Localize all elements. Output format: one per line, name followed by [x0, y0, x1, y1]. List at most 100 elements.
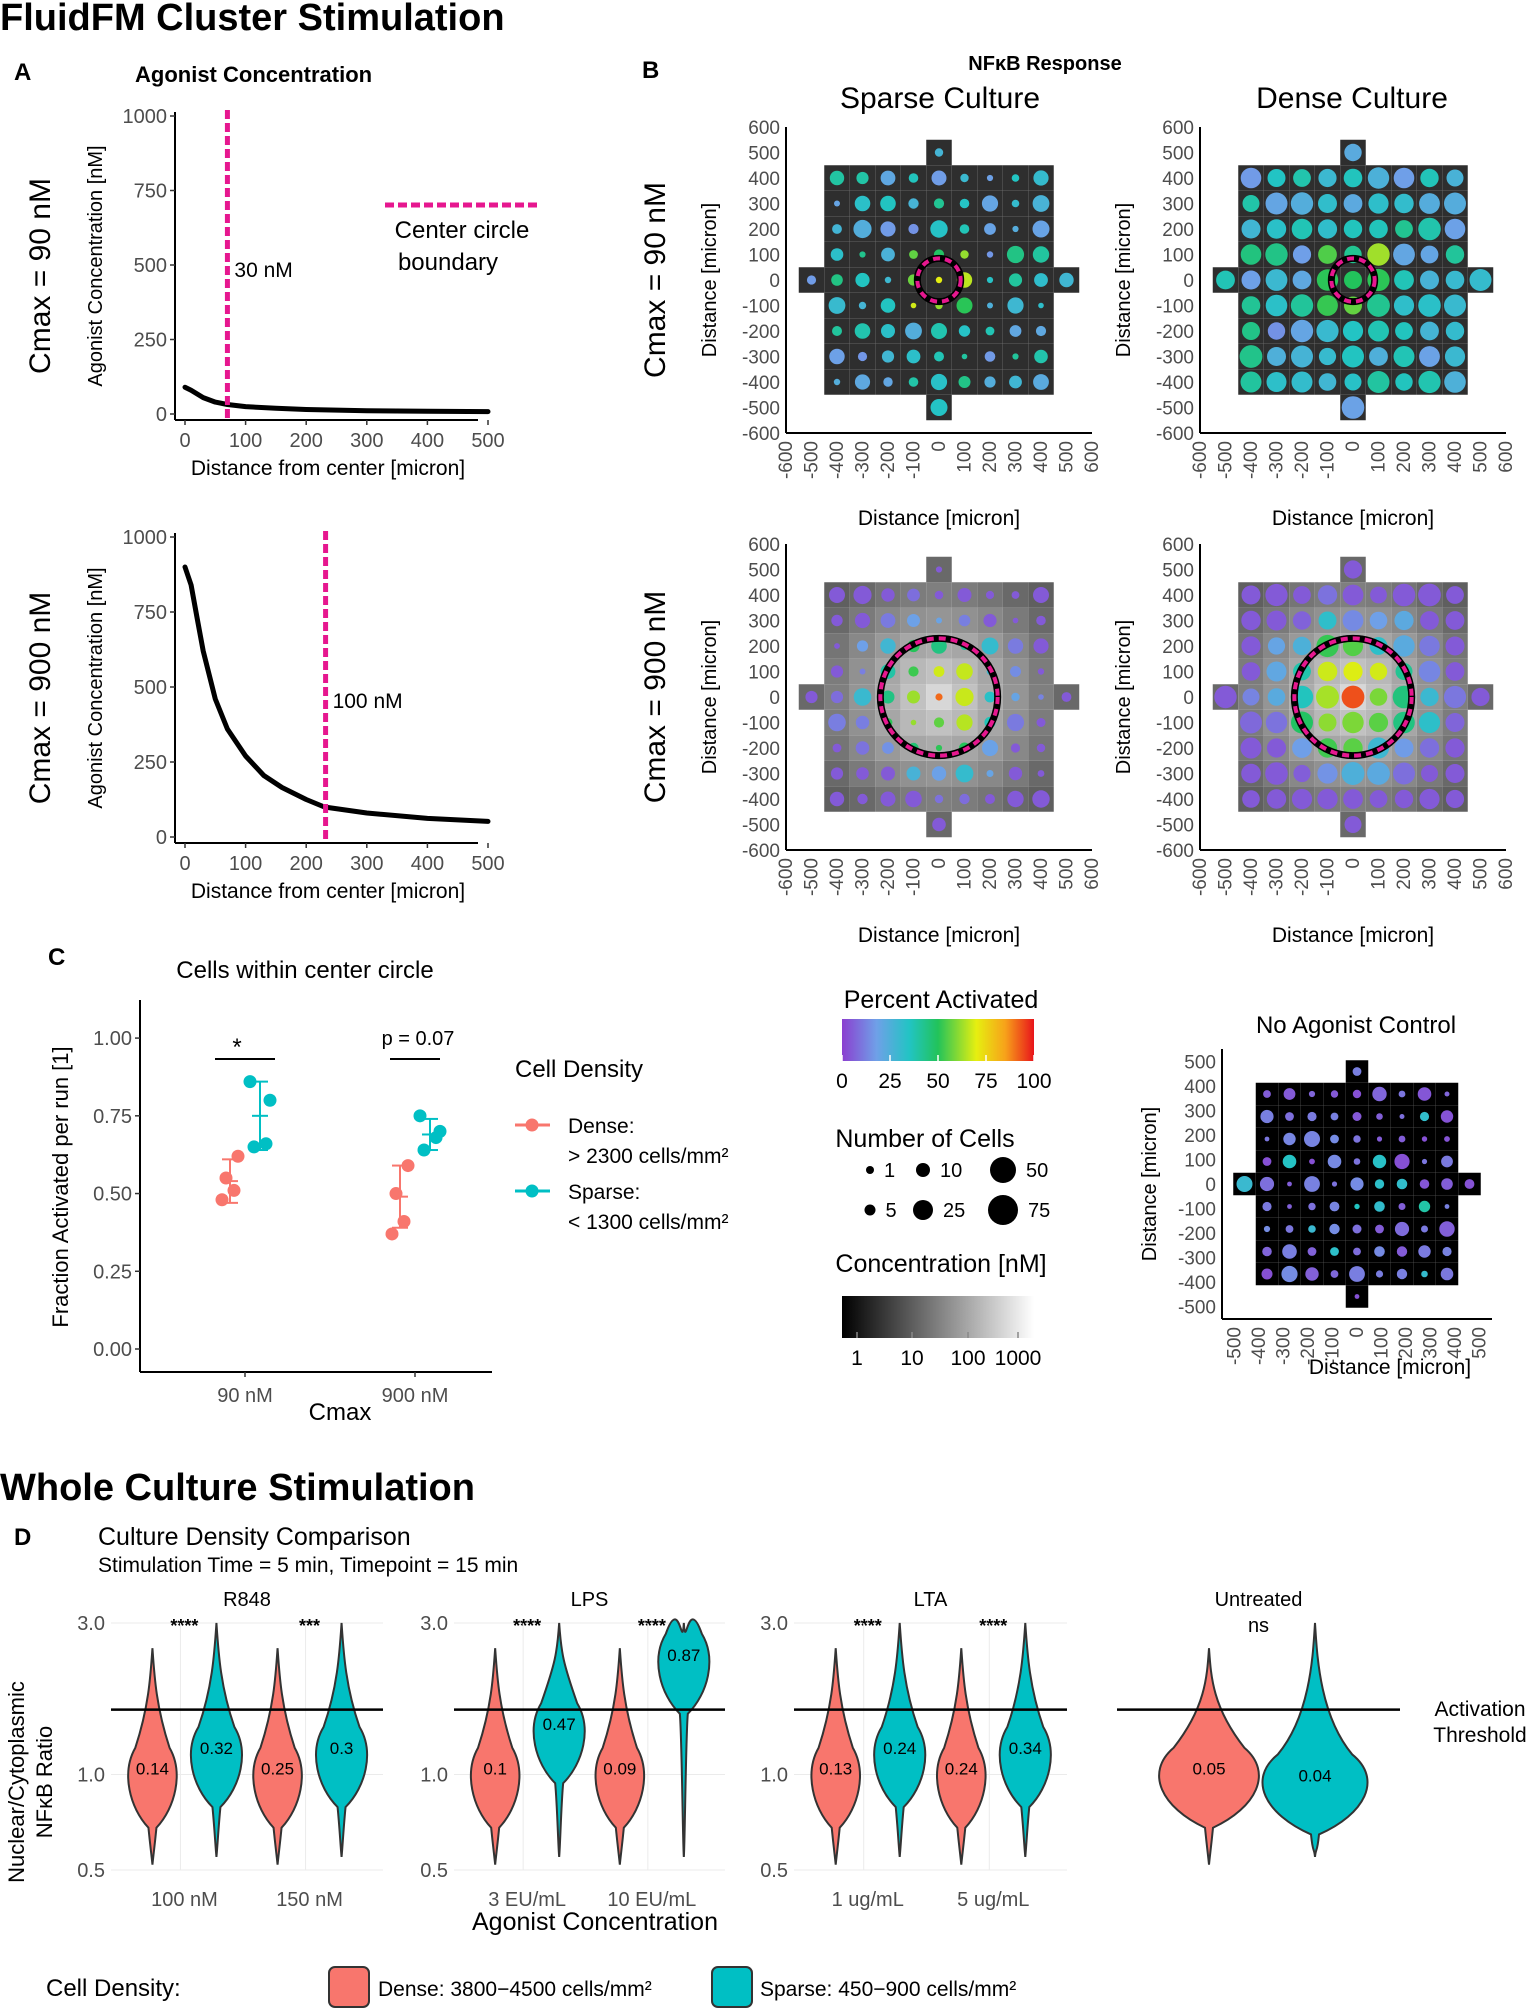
- panel-a-x-tick-label: 500: [471, 853, 504, 875]
- panel-a-y-tick-label: 750: [134, 181, 167, 203]
- percent-activated-legend: Percent Activated: [842, 986, 1038, 1061]
- sparse-fraction-label: 0.24: [883, 1739, 916, 1758]
- map-y-tick-label: -500: [1156, 399, 1194, 420]
- map-cell-point: [1292, 245, 1312, 264]
- map-cell-point: [882, 742, 894, 754]
- map-cell-point: [933, 666, 945, 677]
- map-cell-point: [1440, 1110, 1454, 1123]
- map-cell-point: [1241, 636, 1261, 656]
- percent-tick-label: 100: [1016, 1070, 1051, 1093]
- map-cell-point: [958, 376, 971, 388]
- map-x-tick-label: 0: [929, 441, 950, 452]
- panel-c-y-label: Fraction Activated per run [1]: [48, 1046, 73, 1327]
- map-cell-point: [1331, 1181, 1338, 1187]
- map-cell-point: [1262, 1246, 1272, 1257]
- panel-a-letter: A: [14, 59, 31, 86]
- map-y-tick-label: -300: [742, 348, 780, 369]
- violin-sig-label: ****: [513, 1616, 541, 1636]
- violin-sparse: [657, 1618, 711, 1857]
- conc-legend-title: Concentration [nM]: [835, 1250, 1046, 1278]
- map-cell-point: [831, 614, 843, 627]
- map-cell-point: [856, 640, 869, 652]
- legend-marker: [525, 1184, 539, 1198]
- map-cell-point: [930, 399, 948, 416]
- panel-c-y-tick-label: 0.00: [93, 1339, 132, 1361]
- map-cell-point: [1036, 718, 1046, 727]
- map-cell-point: [1369, 611, 1388, 630]
- percent-tick-label: 25: [878, 1070, 901, 1093]
- map-y-tick-label: 200: [748, 220, 780, 241]
- map-cell-point: [1240, 711, 1262, 734]
- legend-label: > 2300 cells/mm²: [568, 1145, 728, 1168]
- map-cell-point: [881, 766, 895, 781]
- map-y-tick-label: -300: [1156, 765, 1194, 786]
- map-cell-point: [1444, 1204, 1450, 1209]
- panel-c-y-tick-label: 0.75: [93, 1106, 132, 1128]
- percent-gradient-bar: [842, 1019, 1034, 1061]
- map-cell-point: [832, 224, 842, 234]
- map-cell-point: [881, 324, 895, 338]
- map-cell-point: [1398, 1135, 1406, 1143]
- map-cell-point: [1061, 692, 1072, 702]
- map-cell-point: [1344, 816, 1362, 833]
- map-cell-point: [1369, 790, 1388, 808]
- map-cell-point: [880, 221, 896, 237]
- control-title: No Agonist Control: [1256, 1012, 1456, 1039]
- map-x-tick-label: 400: [1031, 858, 1052, 890]
- map-cell-point: [1263, 1225, 1271, 1233]
- violin-dense: [127, 1648, 178, 1865]
- map-cell-point: [1010, 666, 1021, 677]
- map-cell-point: [1293, 169, 1311, 187]
- map-cell-point: [1242, 790, 1260, 808]
- map-x-tick-label: -400: [1249, 1327, 1270, 1365]
- map-cell-point: [1309, 1158, 1315, 1165]
- map-cell-point: [1317, 585, 1338, 605]
- map-cell-point: [1369, 688, 1388, 706]
- map-cell-point: [1421, 1270, 1428, 1278]
- violin-dense: [594, 1648, 645, 1865]
- map-cell-point: [955, 687, 974, 707]
- map-cell-point: [1259, 1176, 1275, 1192]
- map-cell-point: [856, 171, 869, 185]
- panel-a-y-tick-label: 750: [134, 602, 167, 624]
- map-x-tick-label: 100: [955, 858, 976, 890]
- map-y-tick-label: -500: [1178, 1298, 1216, 1319]
- map-cell-point: [1216, 270, 1235, 290]
- map-cell-point: [1420, 270, 1439, 290]
- map-x-tick-label: 100: [955, 441, 976, 473]
- boundary-value-label: 30 nM: [234, 259, 292, 282]
- map-cell-point: [1281, 1265, 1298, 1283]
- map-x-tick-label: 600: [1496, 858, 1517, 890]
- map-x-tick-label: -400: [1241, 858, 1262, 896]
- map-y-tick-label: -100: [742, 714, 780, 735]
- map-cell-point: [1262, 1157, 1272, 1166]
- map-cell-point: [1317, 295, 1338, 316]
- map-cell-point: [853, 585, 872, 605]
- map-cell-point: [1265, 192, 1288, 215]
- map-x-tick-label: 0: [1343, 858, 1364, 869]
- map-y-tick-label: -500: [1156, 816, 1194, 837]
- map-cell-point: [1417, 1087, 1432, 1101]
- map-x-tick-label: 0: [929, 858, 950, 869]
- cells-legend-title: Number of Cells: [835, 1125, 1014, 1153]
- map-cell-point: [1033, 587, 1049, 603]
- violin-sparse: [873, 1622, 927, 1857]
- map-cell-point: [956, 663, 973, 680]
- violin-dense: [810, 1648, 861, 1865]
- cell-size-label: 75: [1028, 1200, 1050, 1222]
- map-cell-point: [880, 195, 896, 212]
- facet-title: LPS: [571, 1589, 609, 1611]
- map-cell-point: [1282, 1154, 1297, 1169]
- violin-dense: [252, 1648, 303, 1865]
- dense-fraction-label: 0.13: [819, 1760, 852, 1779]
- conc-tick-label: 1: [851, 1347, 863, 1370]
- dense-fraction-label: 0.25: [261, 1760, 294, 1779]
- violin-dense: [470, 1648, 521, 1865]
- map-y-tick-label: -400: [1156, 790, 1194, 811]
- map-y-tick-label: 400: [1162, 586, 1194, 607]
- map-cell-point: [1367, 762, 1390, 785]
- map-cell-point: [1260, 1109, 1274, 1124]
- map-cell-point: [1011, 591, 1020, 599]
- map-cell-point: [908, 223, 919, 235]
